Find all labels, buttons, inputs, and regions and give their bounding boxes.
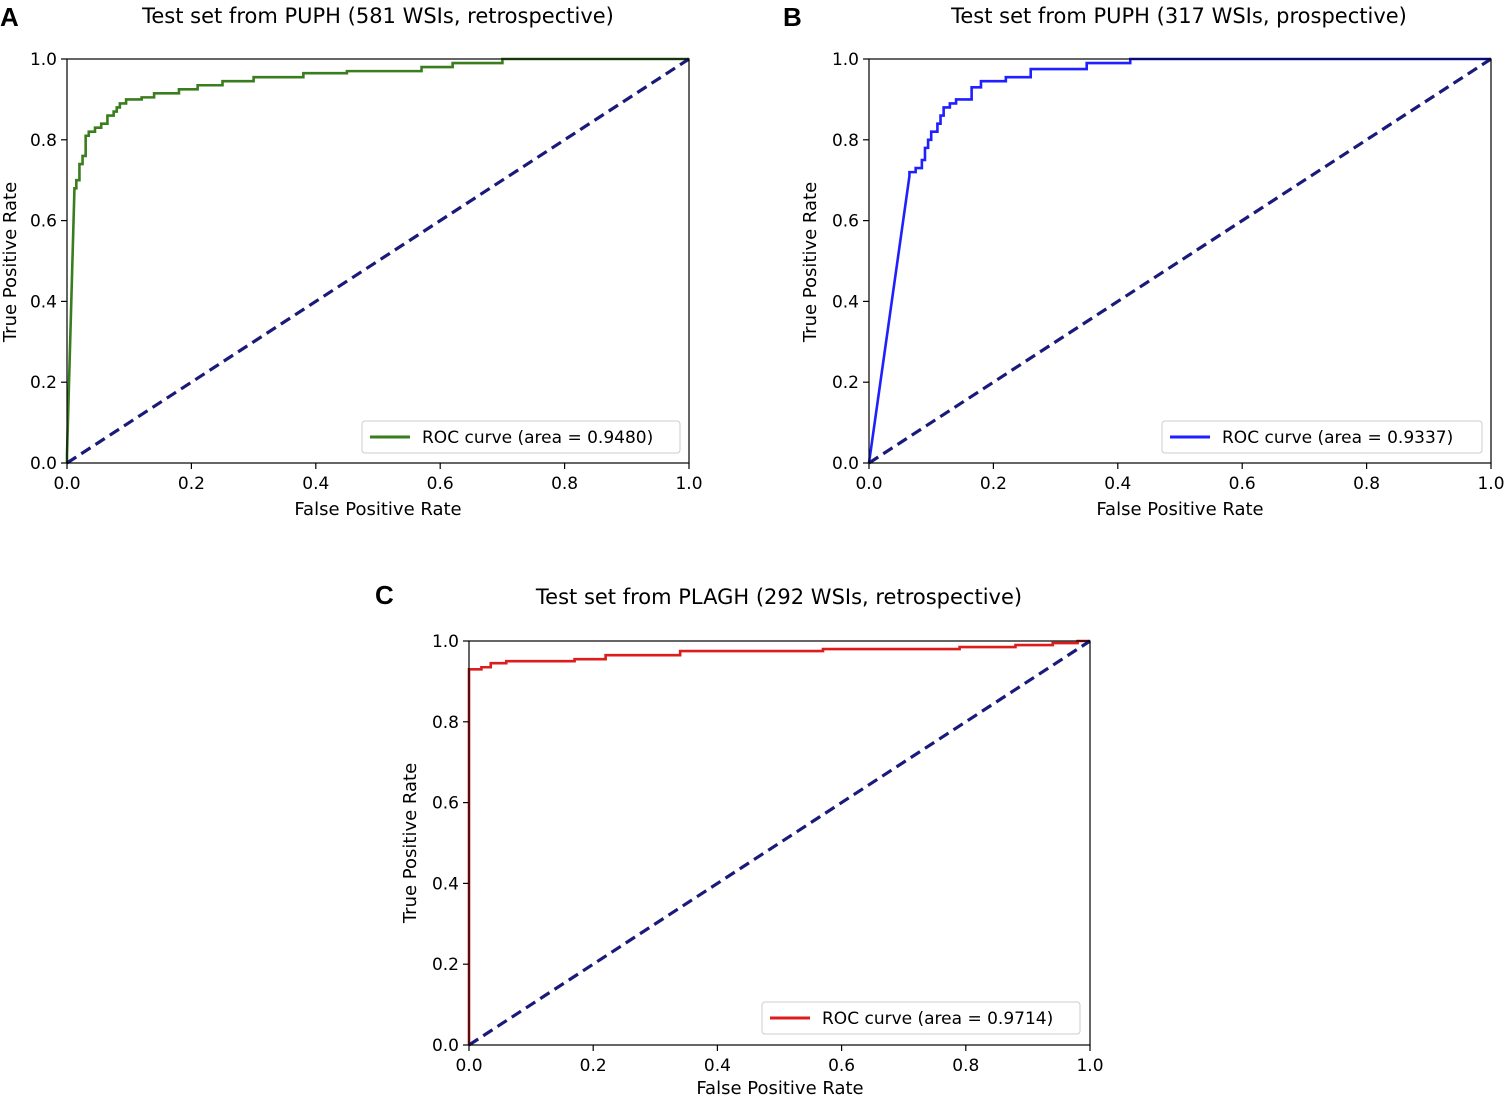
roc-curve-line [467,639,1090,1045]
chart-title: Test set from PUPH (581 WSIs, retrospect… [141,4,614,28]
chart-title: Test set from PUPH (317 WSIs, prospectiv… [950,4,1407,28]
plot-frame [468,640,1091,1046]
x-tick-label: 0.0 [455,1056,482,1076]
chance-diagonal-line [868,57,1492,465]
y-tick-label: 0.4 [432,874,459,894]
y-tick-label: 1.0 [30,50,57,70]
y-tick-label: 0.4 [30,292,57,312]
panel-letter-a: A [0,2,19,32]
x-tick-label: 1.0 [1477,474,1504,494]
legend-label: ROC curve (area = 0.9337) [1222,428,1453,448]
x-tick-label: 0.6 [427,474,454,494]
y-axis-label: True Positive Rate [0,182,21,343]
y-tick-label: 0.6 [432,794,459,814]
panel-a: A Test set from PUPH (581 WSIs, retrospe… [0,2,703,520]
panel-c: C Test set from PLAGH (292 WSIs, retrosp… [375,580,1104,1097]
x-tick-label: 0.8 [551,474,578,494]
x-tick-label: 0.2 [178,474,205,494]
y-tick-label: 0.6 [30,212,57,232]
x-tick-label: 0.2 [580,1056,607,1076]
y-axis-label: True Positive Rate [400,763,421,924]
x-axis-label: False Positive Rate [294,499,461,520]
legend-label: ROC curve (area = 0.9480) [422,428,653,448]
y-tick-label: 1.0 [432,632,459,652]
x-tick-label: 0.4 [704,1056,731,1076]
chance-diagonal-line [66,57,690,465]
y-tick-label: 0.0 [832,454,859,474]
legend-box [761,1001,1081,1035]
y-tick-label: 0.0 [30,454,57,474]
x-tick-label: 0.0 [53,474,80,494]
y-tick-label: 0.2 [432,955,459,975]
y-tick-label: 0.8 [432,713,459,733]
roc-curve-line [867,57,1491,464]
panel-b: B Test set from PUPH (317 WSIs, prospect… [783,2,1505,520]
roc-curve-line [65,57,689,463]
y-tick-label: 0.8 [30,131,57,151]
chance-diagonal-line [468,639,1091,1047]
legend-label: ROC curve (area = 0.9714) [822,1009,1053,1029]
x-tick-label: 0.8 [1353,474,1380,494]
y-axis-label: True Positive Rate [800,182,821,343]
legend-box [1161,420,1483,454]
x-tick-label: 0.8 [952,1056,979,1076]
y-tick-label: 0.2 [832,373,859,393]
y-tick-label: 0.4 [832,292,859,312]
plot-frame [66,58,690,464]
x-tick-label: 0.0 [855,474,882,494]
y-tick-label: 0.2 [30,373,57,393]
x-tick-label: 1.0 [1076,1056,1103,1076]
plot-frame [868,58,1492,464]
x-tick-label: 1.0 [675,474,702,494]
x-tick-label: 0.6 [828,1056,855,1076]
x-tick-label: 0.4 [1104,474,1131,494]
x-tick-label: 0.4 [302,474,329,494]
y-tick-label: 0.8 [832,131,859,151]
y-tick-label: 0.6 [832,212,859,232]
y-tick-label: 1.0 [832,50,859,70]
x-axis-label: False Positive Rate [696,1078,863,1097]
x-tick-label: 0.6 [1229,474,1256,494]
x-tick-label: 0.2 [980,474,1007,494]
x-axis-label: False Positive Rate [1096,499,1263,520]
y-tick-label: 0.0 [432,1036,459,1056]
chart-title: Test set from PLAGH (292 WSIs, retrospec… [535,585,1022,609]
panel-letter-c: C [375,580,394,610]
panel-letter-b: B [783,2,802,32]
legend-box [361,420,681,454]
